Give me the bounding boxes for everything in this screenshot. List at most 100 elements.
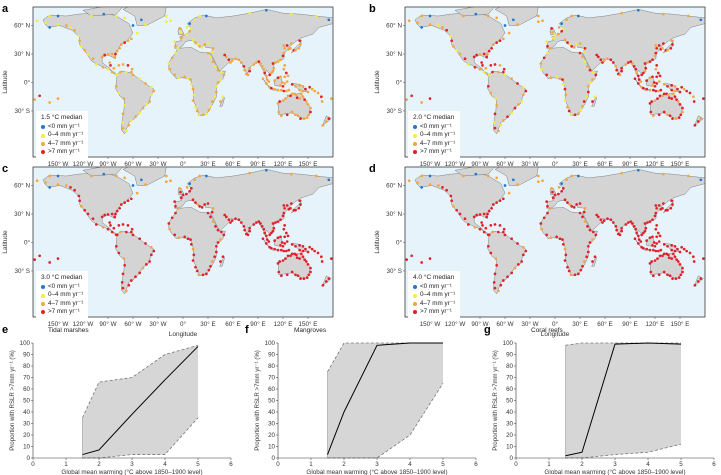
coast-point — [658, 234, 662, 238]
coast-point — [278, 100, 282, 103]
coast-point — [478, 227, 482, 231]
coast-point — [491, 230, 494, 234]
coast-point — [493, 286, 497, 290]
coast-point — [130, 227, 134, 231]
coast-point — [461, 14, 465, 18]
coast-point — [294, 273, 297, 277]
coast-point — [204, 14, 208, 18]
x-tick-label: 0 — [514, 461, 518, 468]
coast-point — [637, 78, 641, 81]
coast-point — [254, 61, 258, 64]
coast-point — [678, 263, 682, 266]
coast-point — [287, 88, 291, 92]
coast-point — [167, 222, 171, 225]
y-tick-label: 40 — [268, 409, 275, 416]
coast-point — [651, 84, 654, 87]
coast-point — [115, 49, 119, 53]
coast-point — [295, 256, 299, 260]
coast-point — [112, 226, 116, 230]
coast-point — [271, 62, 275, 65]
coast-point — [265, 238, 269, 241]
land-madagascar — [591, 256, 597, 267]
coast-point — [327, 277, 331, 280]
coast-point — [169, 19, 172, 23]
coast-point — [131, 233, 135, 237]
coast-point — [563, 198, 567, 202]
coast-point — [64, 184, 68, 187]
coast-point — [666, 113, 669, 117]
y-tick-label: 10 — [268, 444, 275, 451]
coast-point — [561, 83, 565, 86]
coast-point — [121, 286, 125, 290]
lat-tick-label: 30° S — [15, 107, 30, 115]
coast-point — [654, 89, 658, 93]
coast-point — [200, 206, 204, 209]
coast-point — [124, 230, 128, 234]
coast-point — [670, 88, 674, 92]
coast-point — [195, 269, 199, 273]
coast-point — [539, 62, 543, 65]
coast-point — [286, 254, 290, 258]
coast-point — [678, 103, 682, 106]
coast-point — [579, 268, 583, 272]
coast-point — [473, 65, 477, 69]
coast-point — [164, 180, 168, 184]
coast-point — [279, 244, 282, 247]
coast-point — [297, 206, 301, 210]
coast-point — [274, 221, 277, 224]
coast-point — [626, 61, 630, 64]
coast-point — [284, 97, 287, 100]
coast-point — [174, 45, 177, 48]
coast-point — [670, 257, 674, 260]
coast-point — [536, 174, 540, 178]
coast-point — [501, 197, 505, 201]
coast-point — [661, 206, 664, 210]
x-tick-label: 5 — [679, 461, 683, 468]
map-legend: 4.0 °C median <0 mm yr⁻¹ 0–4 mm yr⁻¹ 4–7 mm… — [408, 271, 461, 320]
lon-tick-label: 90° W — [471, 320, 488, 328]
coast-point — [651, 75, 654, 79]
coast-point — [267, 80, 271, 83]
coast-point — [316, 251, 320, 255]
coast-point — [282, 249, 286, 253]
coast-point — [152, 249, 156, 253]
coast-point — [204, 112, 208, 116]
coast-point — [636, 168, 640, 172]
lat-tick-label: 30° S — [387, 267, 402, 275]
coast-point — [271, 222, 275, 225]
coast-point — [283, 242, 287, 245]
coast-point — [188, 189, 192, 193]
coast-point — [575, 203, 579, 206]
coast-point — [64, 24, 68, 27]
coast-point — [89, 174, 93, 178]
coast-point — [173, 200, 177, 203]
coast-point — [632, 225, 636, 228]
coast-point — [486, 84, 490, 88]
coast-point — [211, 46, 215, 50]
coast-point — [115, 233, 119, 237]
land-arctic1 — [82, 167, 123, 177]
coast-point — [495, 16, 499, 20]
coast-point — [661, 94, 664, 98]
panel-letter-e: e — [2, 324, 9, 336]
y-tick-label: 20 — [506, 432, 513, 439]
coast-point — [636, 82, 640, 85]
coast-point — [645, 87, 649, 91]
coast-point — [138, 111, 142, 115]
coast-point — [405, 98, 409, 101]
coast-point — [113, 215, 117, 219]
lon-tick-label: 60° W — [496, 160, 513, 168]
coast-point — [644, 66, 648, 70]
coast-point — [283, 224, 287, 227]
coast-point — [556, 32, 560, 36]
coast-point — [586, 250, 590, 254]
coast-point — [676, 260, 680, 263]
coast-point — [673, 249, 677, 253]
coast-point — [691, 95, 695, 99]
coast-point — [121, 272, 125, 276]
coast-point — [487, 233, 491, 237]
coast-point — [679, 113, 683, 117]
coast-point — [272, 66, 276, 70]
coast-point — [591, 100, 594, 103]
